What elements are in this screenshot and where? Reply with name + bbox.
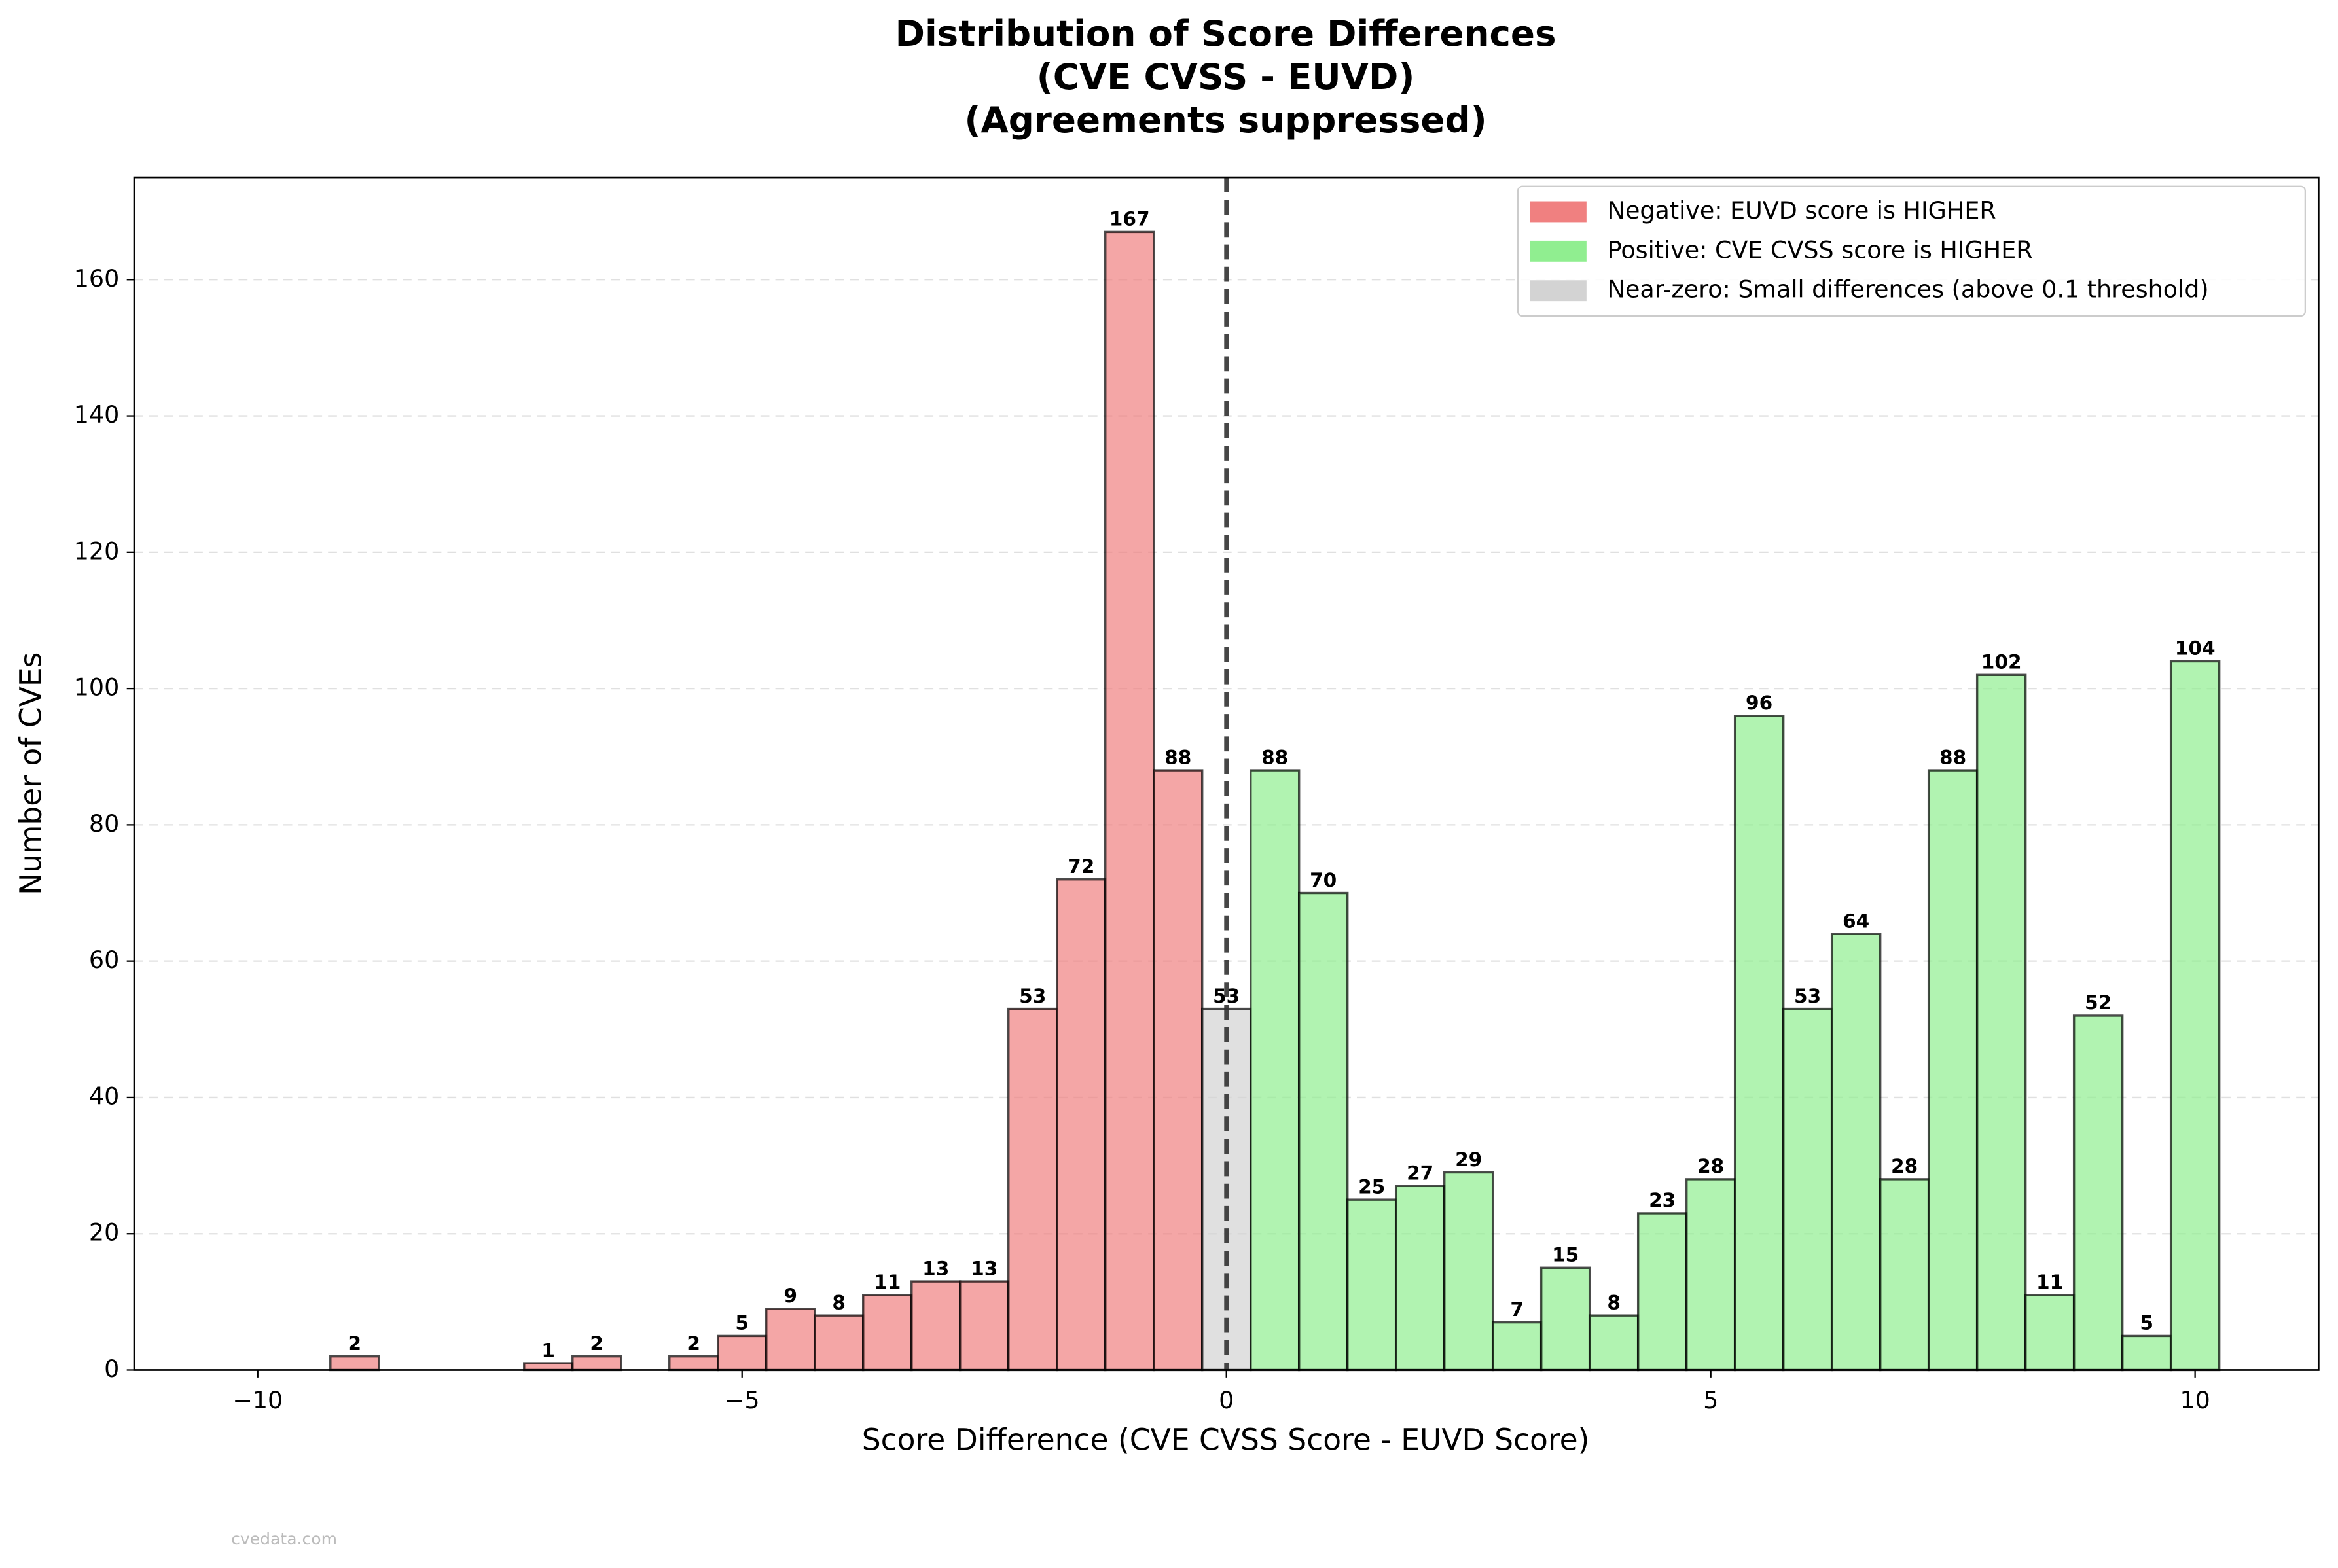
- x-axis-label: Score Difference (CVE CVSS Score - EUVD …: [862, 1422, 1590, 1457]
- x-tick-label: 0: [1219, 1386, 1234, 1414]
- data-label: 104: [2175, 637, 2216, 660]
- y-tick-label: 0: [104, 1355, 119, 1383]
- data-label: 167: [1109, 208, 1150, 230]
- bar: [2024, 1294, 2076, 1372]
- data-label: 2: [687, 1332, 700, 1355]
- y-tick-label: 40: [89, 1082, 119, 1110]
- data-label: 9: [783, 1285, 797, 1307]
- data-label: 7: [1510, 1298, 1524, 1321]
- y-tick-label: 60: [89, 946, 119, 974]
- bar: [1104, 230, 1155, 1372]
- data-label: 8: [1607, 1291, 1621, 1313]
- chart-title: Distribution of Score Differences: [895, 12, 1556, 54]
- data-label: 5: [2140, 1312, 2153, 1334]
- legend-label: Near-zero: Small differences (above 0.1 …: [1608, 276, 2209, 304]
- data-label: 13: [971, 1257, 998, 1279]
- bar: [571, 1355, 622, 1372]
- data-label: 13: [922, 1257, 949, 1279]
- data-label: 11: [874, 1271, 901, 1293]
- y-tick-label: 160: [74, 264, 120, 293]
- bar: [1733, 715, 1785, 1372]
- data-label: 27: [1407, 1162, 1433, 1185]
- data-label: 88: [1939, 746, 1966, 768]
- bar: [959, 1280, 1010, 1372]
- bar: [1491, 1321, 1543, 1372]
- bar: [1539, 1266, 1591, 1372]
- data-label: 88: [1164, 746, 1191, 768]
- chart-title: (CVE CVSS - EUVD): [1037, 56, 1415, 98]
- bar: [765, 1308, 816, 1372]
- bar: [862, 1294, 913, 1372]
- legend-label: Positive: CVE CVSS score is HIGHER: [1608, 236, 2033, 264]
- bar: [668, 1355, 719, 1372]
- data-label: 15: [1552, 1244, 1579, 1266]
- data-label: 2: [590, 1332, 603, 1355]
- y-tick-label: 100: [74, 673, 120, 702]
- y-tick-label: 20: [89, 1219, 119, 1247]
- bar: [1394, 1185, 1446, 1372]
- bar: [1636, 1212, 1688, 1372]
- bar: [1152, 769, 1204, 1372]
- data-label: 23: [1649, 1189, 1676, 1211]
- y-tick-label: 140: [74, 401, 120, 429]
- bar: [1879, 1178, 1930, 1372]
- bar: [717, 1334, 768, 1372]
- data-label: 52: [2085, 991, 2112, 1014]
- bar: [1830, 933, 1882, 1372]
- plot-frame: [133, 176, 2320, 1371]
- data-label: 72: [1068, 855, 1094, 878]
- bar: [1927, 769, 1979, 1372]
- bar: [1056, 878, 1107, 1372]
- data-label: 25: [1358, 1175, 1385, 1198]
- legend-label: Negative: EUVD score is HIGHER: [1608, 196, 1996, 224]
- x-tick-label: 5: [1703, 1386, 1718, 1414]
- data-label: 11: [2036, 1271, 2063, 1293]
- data-label: 2: [348, 1332, 361, 1355]
- bar: [1443, 1171, 1494, 1372]
- bar: [1297, 891, 1349, 1372]
- y-axis-label: Number of CVEs: [14, 652, 48, 895]
- y-tick-label: 80: [89, 810, 119, 838]
- bar: [2072, 1014, 2124, 1372]
- x-tick-label: −5: [725, 1386, 760, 1414]
- y-tick-label: 120: [74, 537, 120, 565]
- data-label: 88: [1261, 746, 1288, 768]
- data-label: 70: [1310, 869, 1337, 891]
- bar: [1588, 1314, 1640, 1372]
- bar: [1007, 1007, 1058, 1372]
- bar: [1685, 1178, 1736, 1372]
- data-label: 96: [1746, 692, 1772, 714]
- data-label: 8: [832, 1291, 846, 1313]
- bar: [523, 1362, 574, 1372]
- bar: [1782, 1007, 1833, 1372]
- bar: [2169, 660, 2221, 1372]
- watermark: cvedata.com: [231, 1529, 337, 1548]
- bar: [329, 1355, 380, 1372]
- data-label: 28: [1891, 1155, 1918, 1177]
- data-label: 64: [1843, 910, 1869, 932]
- data-label: 29: [1455, 1149, 1482, 1171]
- x-tick-label: 10: [2180, 1386, 2210, 1414]
- data-label: 53: [1019, 985, 1046, 1007]
- bar: [910, 1280, 962, 1372]
- data-label: 28: [1697, 1155, 1724, 1177]
- legend-box: [1517, 185, 2306, 317]
- legend-swatch: [1530, 280, 1587, 302]
- bar: [814, 1314, 865, 1372]
- legend-swatch: [1530, 240, 1587, 262]
- data-label: 5: [735, 1312, 749, 1334]
- bar: [1249, 769, 1301, 1372]
- data-label: 1: [541, 1339, 555, 1361]
- data-label: 102: [1981, 651, 2022, 673]
- bar: [1975, 673, 2027, 1372]
- legend-swatch: [1530, 201, 1587, 223]
- data-label: 53: [1794, 985, 1821, 1007]
- x-tick-label: −10: [232, 1386, 283, 1414]
- bar: [1346, 1198, 1397, 1372]
- bar: [2121, 1334, 2172, 1372]
- chart-title: (Agreements suppressed): [965, 99, 1487, 141]
